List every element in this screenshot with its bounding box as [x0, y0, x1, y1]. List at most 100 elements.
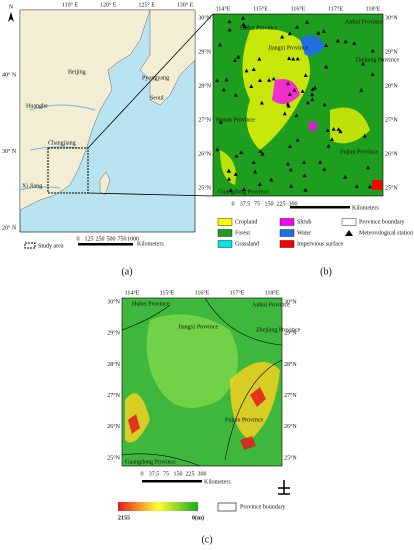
station [257, 182, 262, 186]
station [257, 78, 262, 83]
station [253, 169, 258, 174]
lon-label: 130° E [177, 1, 194, 8]
place: Pyongyang [142, 75, 169, 81]
panel-label: (b) [320, 266, 332, 277]
lon-label: 116°E [291, 5, 306, 12]
station [269, 177, 274, 182]
legend-label: Forest [235, 230, 250, 236]
lat-label: 30°N [198, 14, 211, 21]
elevation-max: 2155 [118, 515, 130, 521]
station [303, 73, 308, 77]
lat-label: 30° N [2, 148, 17, 155]
station [291, 56, 296, 61]
scale-label: 150 [174, 471, 183, 477]
station [362, 133, 367, 138]
station [226, 169, 231, 173]
scale-label: 75 [163, 471, 169, 477]
station [249, 84, 254, 88]
panel-label: (a) [121, 266, 132, 277]
legend-label: Shrub [297, 219, 311, 225]
lat-label: 30°N [284, 298, 297, 305]
legend-label: Water [297, 230, 311, 236]
legend-swatch [217, 502, 237, 512]
station [359, 88, 364, 92]
lat-label: 30°N [107, 298, 120, 305]
station [325, 128, 330, 133]
lon-label: 116°E [195, 289, 210, 296]
upland [125, 362, 280, 443]
scale-label: 1000 [127, 236, 139, 242]
legend-swatch [24, 242, 36, 249]
station [218, 42, 223, 47]
elevation-min: 0(m) [192, 514, 204, 521]
scale-label: 300 [289, 201, 298, 207]
lon-label: 110° E [62, 1, 79, 8]
lat-label: 28°N [107, 361, 120, 368]
lat-label: 28°N [385, 82, 398, 89]
north-symbol [278, 480, 290, 495]
study-area [47, 147, 89, 194]
lat-label: 26°N [107, 423, 120, 430]
station [303, 188, 308, 192]
scale-label: 500 [107, 236, 116, 242]
station [227, 19, 232, 24]
province-boundary [121, 297, 283, 467]
station [302, 160, 307, 165]
legend-label: Meteorological station [359, 230, 413, 236]
station [227, 27, 232, 32]
station [318, 160, 323, 164]
station [295, 24, 300, 29]
place: Hubei Province [132, 301, 170, 307]
place: Huanghe [26, 103, 48, 109]
station [288, 167, 293, 172]
scale-label: 150 [265, 201, 274, 207]
place: Xi Jiang [22, 183, 42, 189]
lon-label: 120° E [100, 1, 117, 8]
scale-unit: Kilometers [352, 205, 379, 211]
scale-label: 75 [254, 201, 260, 207]
station [360, 61, 365, 66]
station [295, 56, 300, 61]
place: Fujian Province [225, 417, 263, 423]
place: Anhui Province [252, 302, 290, 308]
arrow [87, 13, 214, 149]
station [280, 34, 285, 39]
station [239, 150, 244, 154]
station [370, 48, 375, 53]
legend-symbol [345, 230, 353, 236]
station [326, 144, 331, 148]
station [287, 56, 292, 60]
water [300, 35, 325, 56]
station [221, 87, 226, 92]
station [338, 129, 343, 134]
place: Changjiang [48, 140, 76, 146]
place: Zhejiang Province [256, 327, 300, 333]
legend-swatch [279, 218, 295, 226]
station [316, 30, 321, 35]
station [285, 161, 290, 166]
lat-label: 20° N [2, 224, 17, 231]
scale-label: 300 [198, 471, 207, 477]
arrow [87, 192, 214, 197]
station [271, 76, 276, 81]
station [366, 165, 371, 170]
station [260, 151, 265, 156]
station [300, 89, 305, 93]
lon-label: 125° E [138, 1, 155, 8]
station [233, 93, 238, 97]
peak [128, 387, 266, 450]
station [227, 176, 232, 181]
station [310, 87, 315, 91]
station [335, 38, 340, 43]
station [352, 41, 357, 45]
station [232, 58, 237, 62]
station [287, 92, 292, 96]
legend-label: Province boundary [359, 219, 405, 225]
scale-label: 225 [186, 471, 195, 477]
scale-label: 0 [232, 201, 235, 207]
station [285, 102, 290, 106]
place: Jiangxi Province [268, 45, 308, 51]
station [258, 149, 263, 153]
legend-label: Study area [38, 243, 64, 249]
